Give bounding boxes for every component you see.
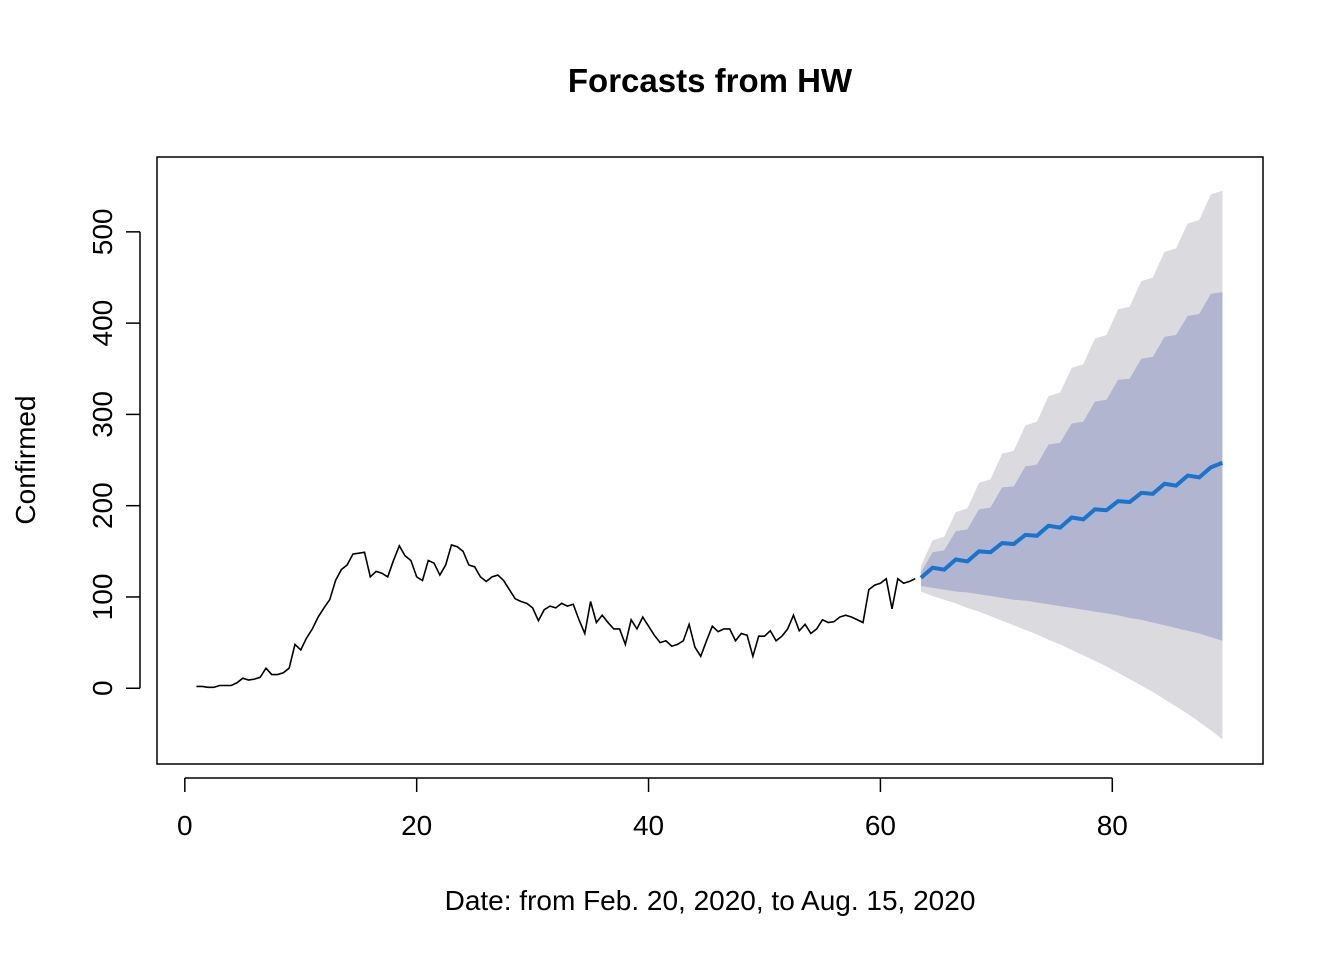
x-tick-label: 40 — [633, 810, 664, 841]
x-axis-label: Date: from Feb. 20, 2020, to Aug. 15, 20… — [445, 885, 976, 916]
y-tick-label: 100 — [87, 574, 118, 621]
y-tick-label: 200 — [87, 482, 118, 529]
y-tick-label: 0 — [87, 680, 118, 696]
y-tick-label: 300 — [87, 391, 118, 438]
plot-frame — [156, 156, 1264, 765]
x-tick-label: 80 — [1097, 810, 1128, 841]
x-tick-label: 0 — [177, 810, 193, 841]
x-tick-label: 60 — [865, 810, 896, 841]
forecast-line — [919, 460, 1224, 580]
y-axis-label: Confirmed — [10, 395, 41, 524]
band-80 — [920, 292, 1223, 641]
chart-title: Forcasts from HW — [568, 62, 853, 99]
y-tick-label: 400 — [87, 300, 118, 347]
x-tick-label: 20 — [401, 810, 432, 841]
observed-line — [196, 543, 916, 689]
y-tick-label: 500 — [87, 208, 118, 255]
